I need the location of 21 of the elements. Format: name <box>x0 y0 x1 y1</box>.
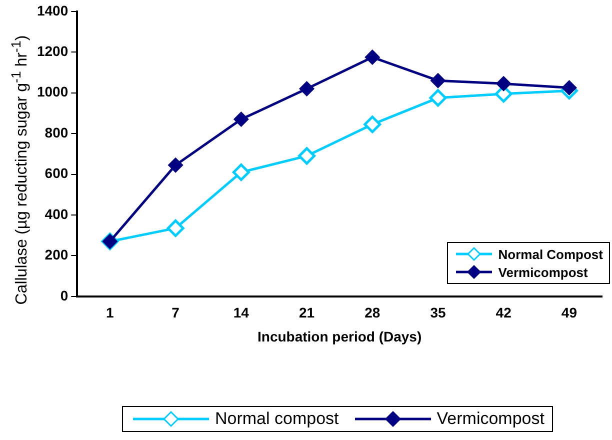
x-tick-label: 35 <box>430 304 446 321</box>
text: Vermicompost <box>436 409 544 429</box>
y-tick-label: 1000 <box>36 84 68 100</box>
legend-label: Normal Compost <box>498 246 603 262</box>
x-tick-label: 7 <box>172 304 180 321</box>
y-tick-label: 1400 <box>36 2 68 18</box>
x-axis-title: Incubation period (Days) <box>258 328 422 344</box>
y-tick-label: 1200 <box>36 42 68 59</box>
x-tick-label: 42 <box>496 304 512 321</box>
legend-label: Vermicompost <box>498 264 588 280</box>
x-tick-label: 49 <box>561 304 578 321</box>
y-tick-label: 200 <box>44 246 68 263</box>
x-tick-label: 14 <box>233 304 250 321</box>
x-tick-label: 1 <box>106 304 114 321</box>
y-tick-label: 0 <box>60 287 68 304</box>
y-tick-label: 600 <box>44 165 68 182</box>
x-tick-label: 21 <box>298 304 315 321</box>
text: Normal compost <box>215 409 339 429</box>
x-tick-label: 28 <box>364 304 380 321</box>
y-tick-label: 800 <box>44 124 68 140</box>
y-tick-label: 400 <box>44 206 68 222</box>
